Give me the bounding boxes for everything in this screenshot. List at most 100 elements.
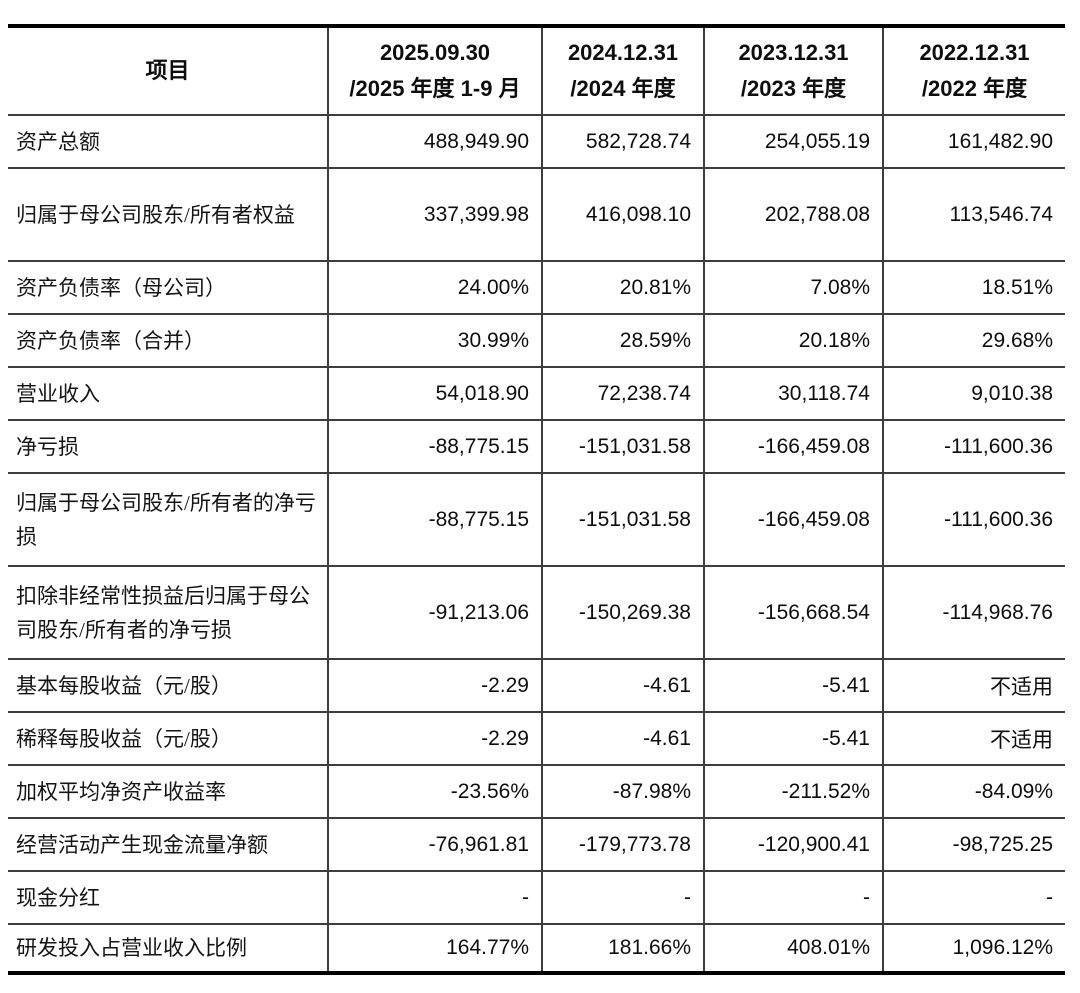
table-row: 经营活动产生现金流量净额 -76,961.81 -179,773.78 -120,90…: [8, 818, 1065, 872]
row-label: 资产负债率（母公司）: [8, 261, 329, 315]
value-cell: 161,482.90: [883, 115, 1065, 169]
value-cell: -114,968.76: [883, 566, 1065, 660]
value-cell: -5.41: [704, 712, 884, 766]
value-cell: -4.61: [542, 712, 705, 766]
value-cell: -84.09%: [883, 765, 1065, 819]
financial-summary-table: 项目 2025.09.30 /2025 年度 1-9 月 2024.12.31 …: [8, 24, 1065, 975]
value-cell: -88,775.15: [328, 473, 543, 567]
value-cell: -87.98%: [542, 765, 705, 819]
value-cell: -120,900.41: [704, 818, 884, 872]
header-date-line: 2025.09.30: [379, 40, 491, 65]
value-cell: -166,459.08: [704, 420, 884, 474]
value-cell: 408.01%: [704, 924, 884, 973]
value-cell: -151,031.58: [542, 420, 705, 474]
header-period-2024: 2024.12.31 /2024 年度: [542, 26, 705, 116]
header-row: 项目 2025.09.30 /2025 年度 1-9 月 2024.12.31 …: [8, 26, 1065, 116]
row-label: 归属于母公司股东/所有者权益: [8, 168, 329, 262]
value-cell: 30,118.74: [704, 367, 884, 421]
value-cell: 9,010.38: [883, 367, 1065, 421]
value-cell: -2.29: [328, 659, 543, 713]
table-row: 基本每股收益（元/股） -2.29 -4.61 -5.41 不适用: [8, 659, 1065, 713]
row-label: 扣除非经常性损益后归属于母公司股东/所有者的净亏损: [8, 566, 329, 660]
value-cell: 164.77%: [328, 924, 543, 973]
table-row: 稀释每股收益（元/股） -2.29 -4.61 -5.41 不适用: [8, 712, 1065, 766]
row-label: 稀释每股收益（元/股）: [8, 712, 329, 766]
row-label: 营业收入: [8, 367, 329, 421]
value-cell: 不适用: [883, 712, 1065, 766]
value-cell: 28.59%: [542, 314, 705, 368]
header-period-2023: 2023.12.31 /2023 年度: [704, 26, 884, 116]
value-cell: 20.81%: [542, 261, 705, 315]
value-cell: -23.56%: [328, 765, 543, 819]
table-row: 资产负债率（母公司） 24.00% 20.81% 7.08% 18.51%: [8, 261, 1065, 315]
value-cell: -: [883, 871, 1065, 925]
header-date-line: 2023.12.31: [738, 40, 849, 65]
value-cell: 113,546.74: [883, 168, 1065, 262]
header-item-label: 项目: [8, 26, 329, 116]
value-cell: -98,725.25: [883, 818, 1065, 872]
value-cell: 20.18%: [704, 314, 884, 368]
table-row: 资产总额 488,949.90 582,728.74 254,055.19 161,48…: [8, 115, 1065, 169]
value-cell: -179,773.78: [542, 818, 705, 872]
header-date-line: 2022.12.31: [919, 40, 1030, 65]
value-cell: 29.68%: [883, 314, 1065, 368]
value-cell: -: [328, 871, 543, 925]
header-date-line: 2024.12.31: [567, 40, 679, 65]
value-cell: -91,213.06: [328, 566, 543, 660]
header-period-2022: 2022.12.31 /2022 年度: [883, 26, 1065, 116]
value-cell: -166,459.08: [704, 473, 884, 567]
row-label: 研发投入占营业收入比例: [8, 924, 329, 973]
row-label: 基本每股收益（元/股）: [8, 659, 329, 713]
value-cell: 202,788.08: [704, 168, 884, 262]
value-cell: 416,098.10: [542, 168, 705, 262]
value-cell: -150,269.38: [542, 566, 705, 660]
row-label: 经营活动产生现金流量净额: [8, 818, 329, 872]
row-label: 归属于母公司股东/所有者的净亏损: [8, 473, 329, 567]
table-row: 营业收入 54,018.90 72,238.74 30,118.74 9,010.38: [8, 367, 1065, 421]
value-cell: -76,961.81: [328, 818, 543, 872]
row-label: 资产负债率（合并）: [8, 314, 329, 368]
table-row: 加权平均净资产收益率 -23.56% -87.98% -211.52% -84.09%: [8, 765, 1065, 819]
table-row: 现金分红 - - - -: [8, 871, 1065, 925]
value-cell: -: [542, 871, 705, 925]
value-cell: -: [704, 871, 884, 925]
header-period-line: /2024 年度: [570, 76, 676, 101]
value-cell: -151,031.58: [542, 473, 705, 567]
value-cell: -211.52%: [704, 765, 884, 819]
value-cell: -111,600.36: [883, 473, 1065, 567]
value-cell: -88,775.15: [328, 420, 543, 474]
value-cell: 72,238.74: [542, 367, 705, 421]
value-cell: 582,728.74: [542, 115, 705, 169]
table-row: 研发投入占营业收入比例 164.77% 181.66% 408.01% 1,096.12…: [8, 924, 1065, 973]
value-cell: 488,949.90: [328, 115, 543, 169]
row-label: 现金分红: [8, 871, 329, 925]
table-row: 资产负债率（合并） 30.99% 28.59% 20.18% 29.68%: [8, 314, 1065, 368]
value-cell: -111,600.36: [883, 420, 1065, 474]
row-label: 资产总额: [8, 115, 329, 169]
value-cell: 181.66%: [542, 924, 705, 973]
value-cell: 1,096.12%: [952, 936, 1053, 959]
value-cell: -2.29: [328, 712, 543, 766]
value-cell: 18.51%: [883, 261, 1065, 315]
header-period-line: /2022 年度: [921, 76, 1028, 101]
header-item-text: 项目: [145, 58, 190, 83]
table-row: 归属于母公司股东/所有者的净亏损 -88,775.15 -151,031.58 -16…: [8, 473, 1065, 567]
row-label: 加权平均净资产收益率: [8, 765, 329, 819]
table-row: 扣除非经常性损益后归属于母公司股东/所有者的净亏损 -91,213.06 -150,…: [8, 566, 1065, 660]
value-cell: -5.41: [704, 659, 884, 713]
value-cell: -156,668.54: [704, 566, 884, 660]
value-cell: 337,399.98: [328, 168, 543, 262]
value-cell: 30.99%: [328, 314, 543, 368]
value-cell: 不适用: [883, 659, 1065, 713]
table-row: 净亏损 -88,775.15 -151,031.58 -166,459.08 -111,…: [8, 420, 1065, 474]
header-period-line: /2023 年度: [740, 76, 847, 101]
value-cell: 54,018.90: [328, 367, 543, 421]
value-cell: 24.00%: [328, 261, 543, 315]
header-period-2025: 2025.09.30 /2025 年度 1-9 月: [328, 26, 543, 116]
value-cell: 7.08%: [704, 261, 884, 315]
value-cell: 254,055.19: [704, 115, 884, 169]
row-label: 净亏损: [8, 420, 329, 474]
value-cell: -4.61: [542, 659, 705, 713]
table-row: 归属于母公司股东/所有者权益 337,399.98 416,098.10 202,78…: [8, 168, 1065, 262]
